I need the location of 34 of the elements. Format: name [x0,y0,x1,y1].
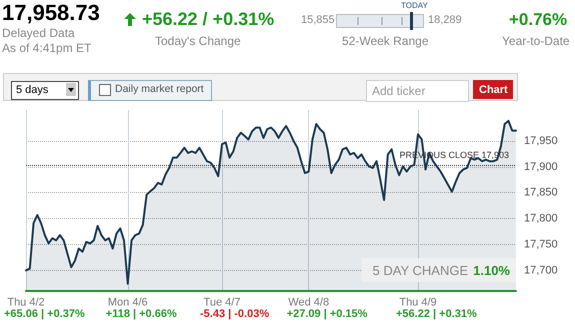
text: Add ticker [372,84,426,98]
label-panel: 5 DAY CHANGE 1.10% [362,258,516,282]
x-tick-label: Mon 4/6 [108,296,148,308]
y-tick-label: 17,700 [524,264,558,276]
text: +56.22 | +0.31% [396,308,477,320]
text: 15,855 [301,14,335,26]
x-tick-label: Tue 4/7 [204,296,240,308]
text: +118 | +0.66% [106,308,177,320]
text: 52-Week Range [342,34,428,48]
text: As of 4:41pm ET [2,41,92,55]
x-tick-label: Thu 4/2 [7,296,45,308]
text: +65.06 | +0.37% [4,308,85,320]
text: TODAY [401,1,428,10]
text: Daily market report [115,83,204,95]
chart-title: 17,958.73 [2,0,100,26]
text: Year-to-Date [502,34,570,48]
x-tick-label: Wed 4/8 [288,296,330,308]
y-tick-label: 17,900 [524,160,558,173]
text: +0.76% [509,10,568,30]
text: +56.22 / +0.31% [142,9,274,30]
text: Chart [479,84,508,96]
y-tick-label: 17,850 [524,186,558,199]
text: 18,289 [428,14,462,26]
text: Today's Change [155,34,241,48]
annotation: 1.10% [473,262,510,278]
text: +27.09 | +0.15% [286,308,368,320]
y-tick-label: 17,750 [524,238,558,250]
y-tick-label: 17,950 [524,135,558,148]
text: Delayed Data [2,26,75,40]
text: -5.43 | -0.03% [200,308,270,320]
y-tick-label: 17,800 [524,212,558,225]
text: 5 days [16,84,48,96]
annotation: 5 DAY CHANGE [372,262,468,278]
x-tick-label: Thu 4/9 [399,296,437,308]
